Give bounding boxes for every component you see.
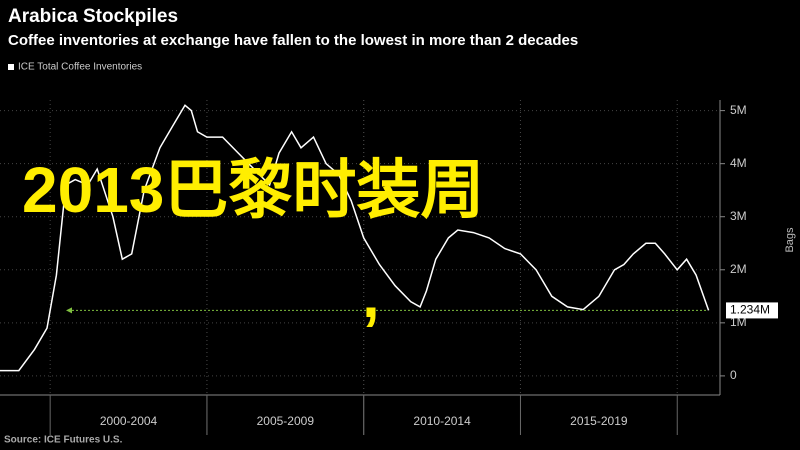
series-line [0,104,710,372]
chart-subtitle: Coffee inventories at exchange have fall… [8,32,578,49]
reference-arrow [66,307,72,314]
y-tick-label: 0 [730,368,737,382]
x-tick-label: 2005-2009 [257,414,315,428]
y-tick-label: 1M [730,315,747,329]
y-tick-label: 4M [730,156,747,170]
x-tick-label: 2010-2014 [413,414,471,428]
y-axis-label: Bags [784,227,796,253]
value-label-box [726,302,778,319]
y-tick-label: 3M [730,209,747,223]
value-label: 1.234M [730,303,770,317]
y-tick-label: 2M [730,262,747,276]
x-tick-label: 2000-2004 [100,414,158,428]
x-tick-label: 2015-2019 [570,414,628,428]
source: Source: ICE Futures U.S. [4,435,123,446]
overlay-text: 2013巴黎时装周 [22,154,484,226]
y-tick-label: 5M [730,103,747,117]
legend-swatch [8,64,14,70]
overlay-comma: , [362,259,380,331]
chart-title: Arabica Stockpiles [8,6,178,27]
legend-label: ICE Total Coffee Inventories [18,62,142,73]
